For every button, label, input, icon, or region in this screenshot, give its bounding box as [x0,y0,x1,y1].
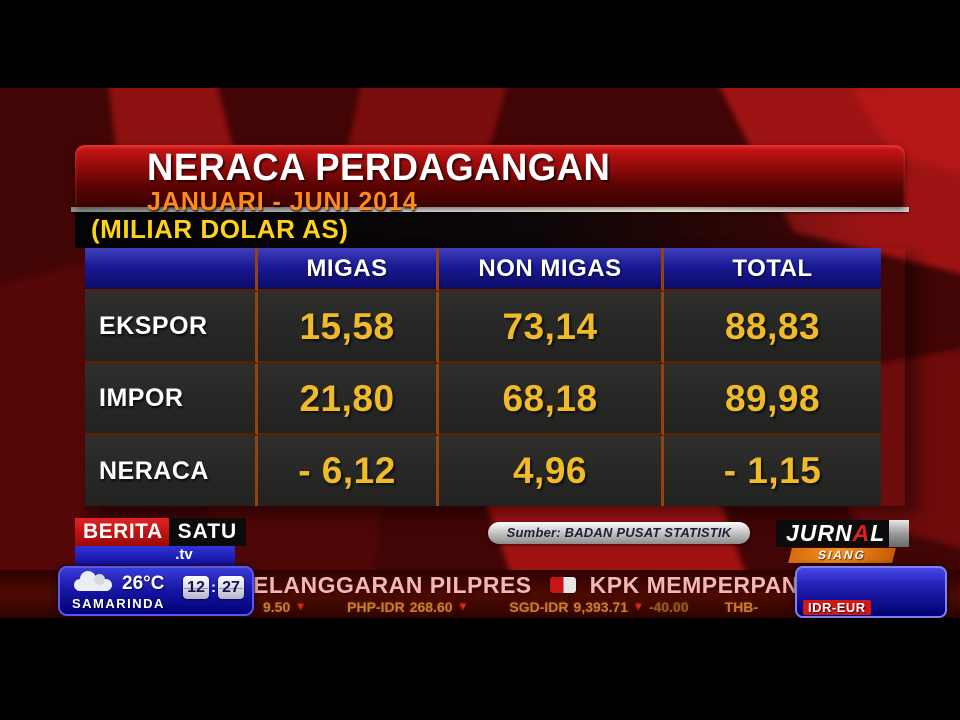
headline-text: ELANGGARAN PILPRES [253,572,532,598]
beritasatu-logo: BERITA SATU .tv [75,518,247,565]
row-label-neraca: NERACA [85,436,258,506]
program-logo-accent: A [852,520,871,546]
currency-pair: SGD-IDR [509,599,569,615]
program-logo: JURNAL SIANG [776,520,910,563]
cell-impor-migas: 21,80 [258,364,439,436]
currency-value: 9.50 [263,599,291,615]
title-bar: NERACA PERDAGANGAN JANUARI - JUNI 2014 [75,145,905,216]
col-header-total: TOTAL [664,248,881,292]
down-arrow-icon: ▼ [295,601,307,613]
infographic-panel: NERACA PERDAGANGAN JANUARI - JUNI 2014 (… [71,145,909,506]
clock-separator: : [211,579,216,596]
currency-item: SGD-IDR 9,393.71 ▼ -40.00 [509,599,688,615]
cell-neraca-migas: - 6,12 [258,436,439,506]
cell-neraca-total: - 1,15 [664,436,881,506]
down-arrow-icon: ▼ [633,601,644,613]
col-header-non-migas: NON MIGAS [439,248,664,292]
currency-ticker: 9.50 ▼ PHP-IDR 268.60 ▼ SGD-IDR 9,393.71… [0,598,960,616]
currency-value: 9,393.71 [573,599,629,615]
news-category-icon [549,577,576,593]
cell-ekspor-total: 88,83 [664,292,881,364]
video-area: NERACA PERDAGANGAN JANUARI - JUNI 2014 (… [0,88,960,618]
program-logo-jurnal: JURNAL [776,520,890,547]
temperature-label: 26°C [122,573,165,594]
beritasatu-logo-berita: BERITA [75,518,169,546]
currency-value: 268.60 [409,599,453,615]
down-arrow-icon: ▼ [457,601,469,613]
clock: 12 : 27 [183,576,244,599]
program-logo-endcap [889,520,910,547]
cell-ekspor-migas: 15,58 [258,292,439,364]
currency-item: 9.50 ▼ [258,599,311,615]
trade-table: MIGAS NON MIGAS TOTAL EKSPOR 15,58 73,14… [85,248,905,506]
weather-clock-widget: 26°C SAMARINDA 12 : 27 [58,566,254,616]
divider-line [71,207,909,212]
currency-highlight-pair: IDR-EUR [803,600,871,615]
currency-pair: THB- [724,599,759,615]
page-title: NERACA PERDAGANGAN [147,147,611,189]
beritasatu-logo-satu: SATU [168,518,247,546]
letterbox-top [0,0,960,88]
page-subtitle: JANUARI - JUNI 2014 [147,186,418,216]
currency-highlight-box: IDR-EUR [795,566,947,618]
units-label: (MILIAR DOLAR AS) [75,212,905,248]
table-corner-cell [85,248,258,292]
cell-ekspor-non-migas: 73,14 [439,292,664,364]
row-label-ekspor: EKSPOR [85,292,258,364]
clock-minutes: 27 [218,576,244,599]
letterbox-bottom [0,618,960,720]
clock-hours: 12 [183,576,209,599]
currency-change: -40.00 [648,599,689,615]
beritasatu-logo-tv: .tv [75,546,235,565]
row-label-impor: IMPOR [85,364,258,436]
currency-pair: PHP-IDR [347,599,405,615]
program-logo-siang: SIANG [788,548,896,563]
currency-item: PHP-IDR 268.60 ▼ [347,599,473,615]
cloud-icon [74,571,112,591]
cell-impor-total: 89,98 [664,364,881,436]
col-header-migas: MIGAS [258,248,439,292]
program-logo-text: JURN [786,520,853,546]
program-logo-text: L [870,520,886,546]
source-attribution: Sumber: BADAN PUSAT STATISTIK [488,522,750,544]
currency-item: THB- [725,599,758,615]
cell-impor-non-migas: 68,18 [439,364,664,436]
cell-neraca-non-migas: 4,96 [439,436,664,506]
city-label: SAMARINDA [72,596,165,611]
